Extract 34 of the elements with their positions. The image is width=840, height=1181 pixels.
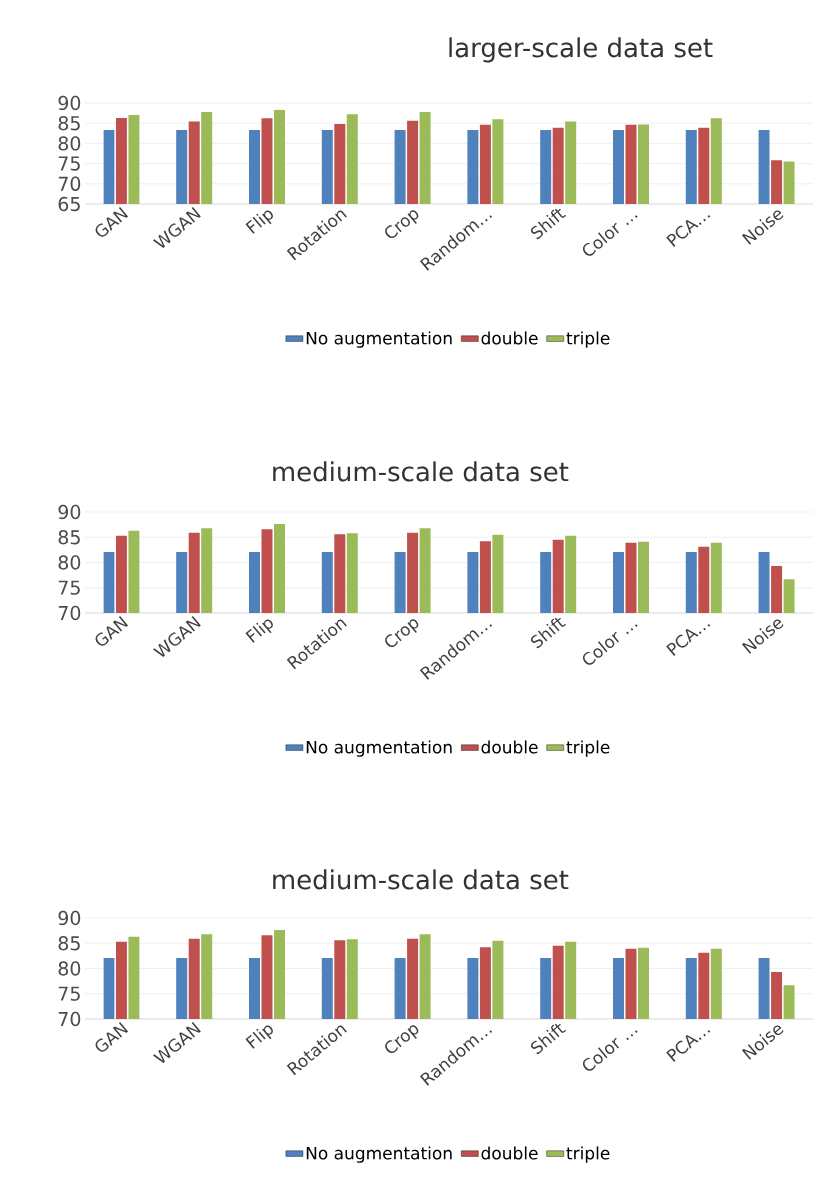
x-tick-label: Flip bbox=[245, 1025, 273, 1049]
y-tick-label: 75 bbox=[58, 580, 80, 595]
y-tick-label: 80 bbox=[58, 136, 81, 151]
legend-label: triple bbox=[566, 1146, 610, 1163]
y-tick-label: 70 bbox=[58, 1011, 81, 1027]
chart-title: medium-scale data set bbox=[273, 461, 569, 482]
y-tick-label: 90 bbox=[58, 504, 81, 520]
legend-label: No augmentation bbox=[306, 740, 452, 757]
y-tick-label: 90 bbox=[58, 910, 81, 926]
legend-label: No augmentation bbox=[306, 331, 452, 348]
y-tick-label: 75 bbox=[58, 156, 80, 171]
chart-title: medium-scale data set bbox=[273, 869, 569, 890]
y-tick-label: 80 bbox=[58, 961, 81, 976]
y-tick-label: 80 bbox=[58, 555, 81, 570]
legend-label: No augmentation bbox=[306, 1146, 452, 1163]
y-tick-label: 65 bbox=[58, 196, 80, 212]
y-tick-label: 90 bbox=[58, 95, 81, 111]
x-tick-label: Flip bbox=[245, 619, 273, 643]
x-tick-label: Crop bbox=[385, 210, 419, 239]
y-tick-label: 85 bbox=[58, 936, 80, 951]
legend-label: triple bbox=[566, 740, 610, 757]
y-tick-label: 85 bbox=[58, 116, 80, 131]
y-tick-label: 75 bbox=[58, 986, 80, 1001]
x-tick-label: Flip bbox=[245, 210, 273, 234]
y-tick-label: 85 bbox=[58, 530, 80, 545]
legend-label: double bbox=[481, 740, 538, 754]
y-tick-label: 70 bbox=[58, 176, 81, 191]
x-tick-label: Crop bbox=[385, 1025, 419, 1054]
chart-title: larger-scale data set bbox=[449, 37, 713, 63]
legend-label: double bbox=[481, 1146, 538, 1160]
legend-label: triple bbox=[566, 331, 610, 348]
y-tick-label: 70 bbox=[58, 605, 81, 621]
x-tick-label: Crop bbox=[385, 619, 419, 648]
legend-label: double bbox=[481, 331, 538, 345]
